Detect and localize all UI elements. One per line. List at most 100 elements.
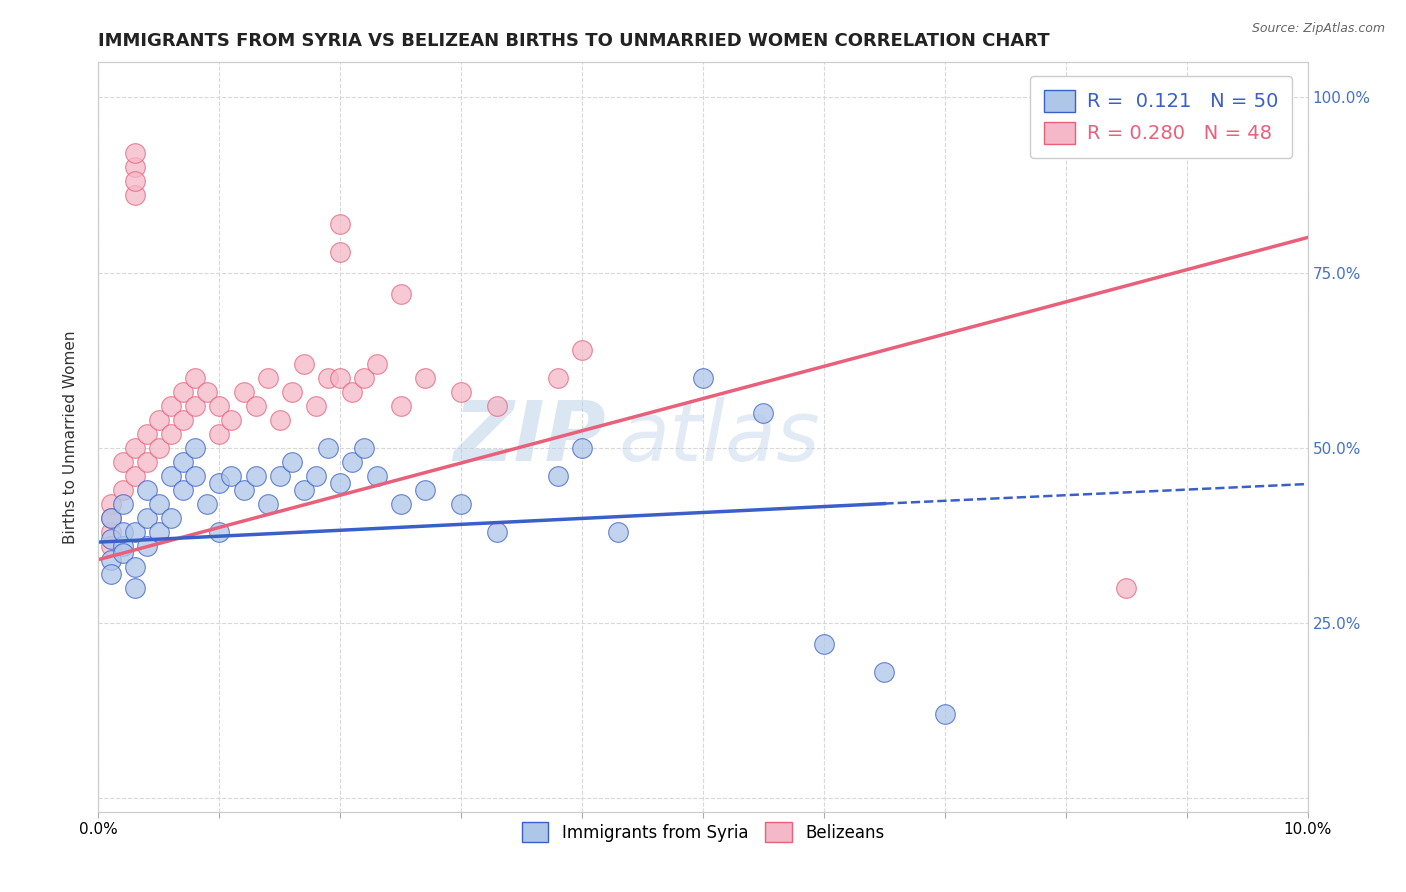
Point bbox=[486, 524, 509, 539]
Point bbox=[607, 524, 630, 539]
Point bbox=[160, 399, 183, 413]
Point bbox=[245, 399, 267, 413]
Point bbox=[100, 566, 122, 581]
Point bbox=[124, 559, 146, 574]
Legend: Immigrants from Syria, Belizeans: Immigrants from Syria, Belizeans bbox=[515, 816, 891, 848]
Point bbox=[329, 370, 352, 384]
Point bbox=[281, 384, 304, 399]
Point bbox=[329, 475, 352, 490]
Point bbox=[232, 483, 254, 497]
Point bbox=[135, 483, 157, 497]
Y-axis label: Births to Unmarried Women: Births to Unmarried Women bbox=[63, 330, 77, 544]
Point bbox=[281, 454, 304, 468]
Point bbox=[111, 546, 134, 560]
Point bbox=[135, 426, 157, 441]
Point bbox=[256, 370, 278, 384]
Point bbox=[292, 357, 315, 371]
Point bbox=[160, 426, 183, 441]
Point bbox=[752, 406, 775, 420]
Point bbox=[208, 399, 231, 413]
Point bbox=[172, 483, 194, 497]
Point bbox=[135, 539, 157, 553]
Point bbox=[124, 161, 146, 175]
Point bbox=[389, 497, 412, 511]
Point bbox=[450, 497, 472, 511]
Point bbox=[100, 539, 122, 553]
Point bbox=[135, 454, 157, 468]
Point bbox=[124, 468, 146, 483]
Point bbox=[160, 468, 183, 483]
Point bbox=[100, 510, 122, 524]
Point bbox=[100, 552, 122, 566]
Point bbox=[305, 399, 328, 413]
Point bbox=[269, 468, 291, 483]
Point bbox=[100, 497, 122, 511]
Point bbox=[316, 441, 339, 455]
Point bbox=[366, 468, 388, 483]
Point bbox=[316, 370, 339, 384]
Point bbox=[342, 454, 364, 468]
Point bbox=[256, 497, 278, 511]
Point bbox=[124, 146, 146, 161]
Point bbox=[124, 441, 146, 455]
Point bbox=[100, 524, 122, 539]
Point bbox=[873, 665, 896, 679]
Point bbox=[172, 384, 194, 399]
Point bbox=[111, 483, 134, 497]
Point bbox=[547, 370, 569, 384]
Point bbox=[124, 188, 146, 202]
Point bbox=[124, 581, 146, 595]
Point bbox=[172, 412, 194, 426]
Text: atlas: atlas bbox=[619, 397, 820, 477]
Point bbox=[269, 412, 291, 426]
Point bbox=[135, 510, 157, 524]
Point bbox=[389, 286, 412, 301]
Point bbox=[160, 510, 183, 524]
Point bbox=[124, 524, 146, 539]
Point bbox=[571, 343, 593, 357]
Point bbox=[100, 510, 122, 524]
Point bbox=[413, 370, 436, 384]
Point bbox=[111, 497, 134, 511]
Point bbox=[813, 637, 835, 651]
Point bbox=[172, 454, 194, 468]
Point bbox=[111, 454, 134, 468]
Point bbox=[692, 370, 714, 384]
Point bbox=[413, 483, 436, 497]
Point bbox=[195, 384, 218, 399]
Point bbox=[366, 357, 388, 371]
Point bbox=[1115, 581, 1137, 595]
Point bbox=[934, 706, 956, 721]
Point bbox=[329, 217, 352, 231]
Point bbox=[221, 468, 243, 483]
Point bbox=[232, 384, 254, 399]
Point bbox=[329, 244, 352, 259]
Point bbox=[245, 468, 267, 483]
Point bbox=[184, 441, 207, 455]
Point bbox=[450, 384, 472, 399]
Point bbox=[221, 412, 243, 426]
Point bbox=[208, 524, 231, 539]
Point bbox=[184, 399, 207, 413]
Point bbox=[111, 524, 134, 539]
Point bbox=[124, 174, 146, 188]
Point bbox=[148, 497, 170, 511]
Text: ZIP: ZIP bbox=[454, 397, 606, 477]
Point bbox=[208, 426, 231, 441]
Point bbox=[547, 468, 569, 483]
Point bbox=[208, 475, 231, 490]
Point bbox=[100, 532, 122, 546]
Point bbox=[184, 370, 207, 384]
Point bbox=[148, 441, 170, 455]
Point bbox=[292, 483, 315, 497]
Point bbox=[148, 524, 170, 539]
Point bbox=[353, 370, 375, 384]
Point bbox=[571, 441, 593, 455]
Point bbox=[184, 468, 207, 483]
Text: IMMIGRANTS FROM SYRIA VS BELIZEAN BIRTHS TO UNMARRIED WOMEN CORRELATION CHART: IMMIGRANTS FROM SYRIA VS BELIZEAN BIRTHS… bbox=[98, 32, 1050, 50]
Point bbox=[111, 539, 134, 553]
Point bbox=[353, 441, 375, 455]
Point bbox=[195, 497, 218, 511]
Point bbox=[305, 468, 328, 483]
Point bbox=[148, 412, 170, 426]
